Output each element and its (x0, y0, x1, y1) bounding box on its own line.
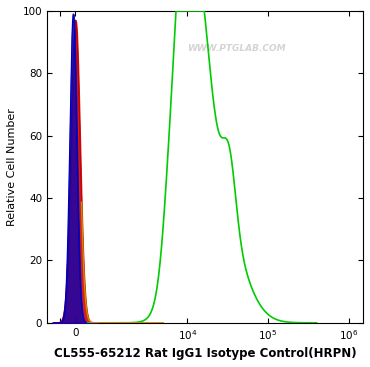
Text: WWW.PTGLAB.COM: WWW.PTGLAB.COM (187, 44, 286, 53)
Y-axis label: Relative Cell Number: Relative Cell Number (7, 108, 17, 226)
X-axis label: CL555-65212 Rat IgG1 Isotype Control(HRPN): CL555-65212 Rat IgG1 Isotype Control(HRP… (54, 347, 356, 360)
